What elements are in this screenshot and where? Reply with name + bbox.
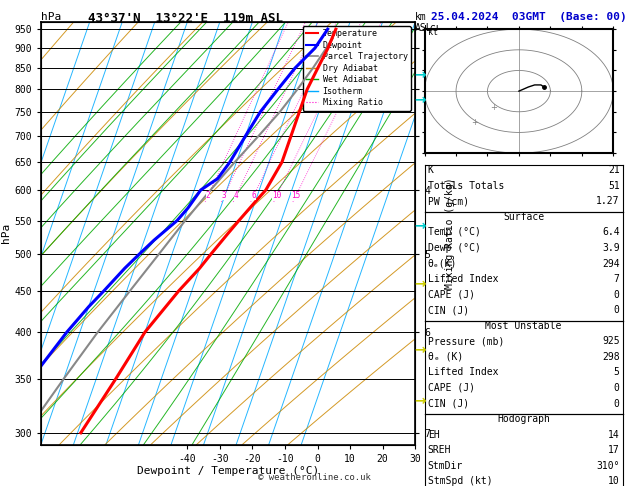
Y-axis label: hPa: hPa	[1, 223, 11, 243]
Text: Surface: Surface	[503, 212, 544, 222]
Text: EH: EH	[428, 430, 440, 440]
Text: 4: 4	[234, 191, 238, 200]
Text: 10: 10	[608, 476, 620, 486]
Text: →: →	[415, 69, 426, 82]
Y-axis label: Mixing Ratio (g/kg): Mixing Ratio (g/kg)	[445, 177, 455, 289]
Text: 0: 0	[614, 383, 620, 393]
Text: θₑ(K): θₑ(K)	[428, 259, 457, 269]
Text: 5: 5	[614, 367, 620, 378]
Text: →: →	[415, 278, 426, 291]
Text: 10: 10	[272, 191, 281, 200]
Text: © weatheronline.co.uk: © weatheronline.co.uk	[258, 473, 371, 482]
Text: K: K	[428, 165, 433, 175]
Text: 925: 925	[602, 336, 620, 347]
Text: 15: 15	[291, 191, 301, 200]
Text: 6: 6	[251, 191, 256, 200]
Text: 25.04.2024  03GMT  (Base: 00): 25.04.2024 03GMT (Base: 00)	[431, 12, 626, 22]
Text: Hodograph: Hodograph	[497, 414, 550, 424]
Text: +: +	[491, 103, 497, 112]
Text: →: →	[415, 219, 426, 233]
Text: PW (cm): PW (cm)	[428, 196, 469, 207]
Text: +: +	[472, 118, 478, 127]
Text: Lifted Index: Lifted Index	[428, 367, 498, 378]
Legend: Temperature, Dewpoint, Parcel Trajectory, Dry Adiabat, Wet Adiabat, Isotherm, Mi: Temperature, Dewpoint, Parcel Trajectory…	[303, 26, 411, 111]
Text: Pressure (mb): Pressure (mb)	[428, 336, 504, 347]
Text: CAPE (J): CAPE (J)	[428, 290, 475, 300]
Text: Lifted Index: Lifted Index	[428, 274, 498, 284]
Text: 1.27: 1.27	[596, 196, 620, 207]
Text: 3: 3	[222, 191, 226, 200]
Text: km
ASL: km ASL	[415, 12, 433, 33]
Text: θₑ (K): θₑ (K)	[428, 352, 463, 362]
Text: Dewp (°C): Dewp (°C)	[428, 243, 481, 253]
Text: 14: 14	[608, 430, 620, 440]
Text: →: →	[415, 93, 426, 106]
Text: CIN (J): CIN (J)	[428, 305, 469, 315]
Text: SREH: SREH	[428, 445, 451, 455]
Text: CAPE (J): CAPE (J)	[428, 383, 475, 393]
Text: Most Unstable: Most Unstable	[486, 321, 562, 331]
Text: CIN (J): CIN (J)	[428, 399, 469, 409]
Text: StmDir: StmDir	[428, 461, 463, 471]
Text: →: →	[415, 394, 426, 408]
Text: 3.9: 3.9	[602, 243, 620, 253]
Text: 6.4: 6.4	[602, 227, 620, 238]
Text: Totals Totals: Totals Totals	[428, 181, 504, 191]
Text: StmSpd (kt): StmSpd (kt)	[428, 476, 493, 486]
Text: 0: 0	[614, 305, 620, 315]
Text: 0: 0	[614, 290, 620, 300]
Text: 0: 0	[614, 399, 620, 409]
Text: 17: 17	[608, 445, 620, 455]
Text: 294: 294	[602, 259, 620, 269]
X-axis label: Dewpoint / Temperature (°C): Dewpoint / Temperature (°C)	[137, 467, 319, 476]
Text: 298: 298	[602, 352, 620, 362]
Text: hPa: hPa	[41, 12, 61, 22]
Text: 7: 7	[614, 274, 620, 284]
Text: 310°: 310°	[596, 461, 620, 471]
Text: 51: 51	[608, 181, 620, 191]
Text: →: →	[415, 343, 426, 357]
Text: kt: kt	[428, 28, 438, 37]
Text: Temp (°C): Temp (°C)	[428, 227, 481, 238]
Text: 43°37'N  13°22'E  119m ASL: 43°37'N 13°22'E 119m ASL	[88, 12, 283, 25]
Text: 2: 2	[206, 191, 210, 200]
Text: 21: 21	[608, 165, 620, 175]
